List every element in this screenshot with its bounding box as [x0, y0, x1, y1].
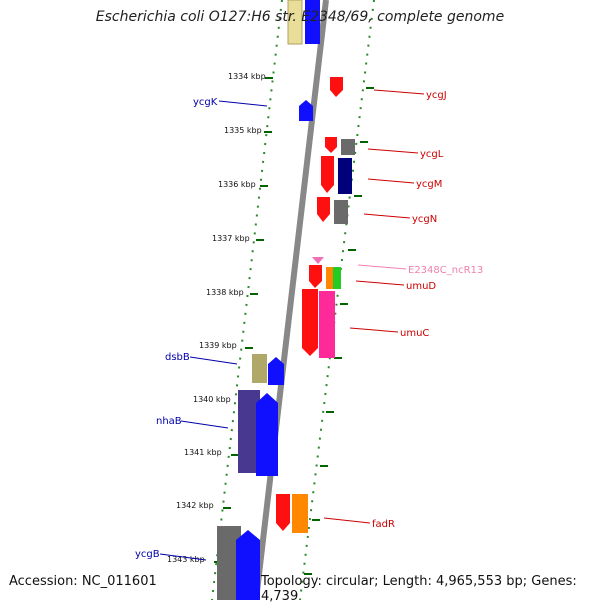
tick-label: 1341 kbp [184, 448, 222, 457]
gene-label-dsbb[interactable]: dsbB [165, 352, 190, 363]
tick-label: 1343 kbp [167, 555, 205, 564]
left-guide-line [211, 0, 283, 601]
gene-label-nhab[interactable]: nhaB [156, 416, 182, 427]
gene-label-umuc[interactable]: umuC [400, 328, 429, 339]
gene-label-ycgj[interactable]: ycgJ [426, 90, 447, 101]
gene-label-ycgn[interactable]: ycgN [412, 214, 437, 225]
tick-label: 1338 kbp [206, 288, 244, 297]
gene-label-ycgk[interactable]: ycgK [193, 97, 218, 108]
accession-label: Accession: NC_011601 [9, 574, 157, 589]
right-tick-marks [304, 87, 374, 575]
gene-label-e2348c-ncr13[interactable]: E2348C_ncR13 [408, 265, 483, 276]
map-title: Escherichia coli O127:H6 str. E2348/69, … [95, 9, 505, 25]
tick-marks [214, 77, 273, 563]
gene-label-ycgb[interactable]: ycgB [135, 549, 160, 560]
gene-features-forward[interactable] [276, 0, 355, 533]
gene-features-reverse[interactable] [217, 100, 313, 600]
gene-label-umud[interactable]: umuD [406, 281, 436, 292]
tick-label: 1337 kbp [212, 234, 250, 243]
tick-label: 1334 kbp [228, 72, 266, 81]
tick-label: 1339 kbp [199, 341, 237, 350]
genome-backbone [253, 0, 329, 601]
gene-label-ycgl[interactable]: ycgL [420, 149, 444, 160]
tick-label: 1335 kbp [224, 126, 262, 135]
tick-label: 1342 kbp [176, 501, 214, 510]
right-guide-line [299, 0, 375, 601]
tick-label: 1336 kbp [218, 180, 256, 189]
gene-label-ycgm[interactable]: ycgM [416, 179, 442, 190]
gene-label-fadr[interactable]: fadR [372, 519, 395, 530]
tick-label: 1340 kbp [193, 395, 231, 404]
